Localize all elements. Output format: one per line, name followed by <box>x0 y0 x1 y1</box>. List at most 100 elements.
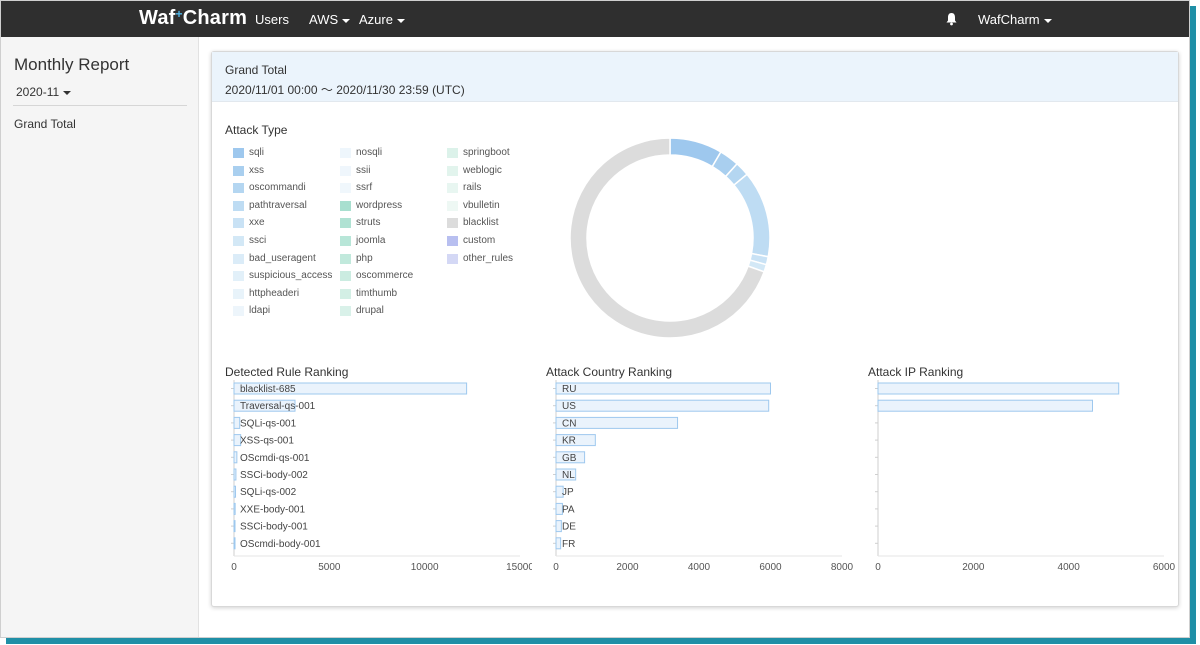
sidebar-title: Monthly Report <box>14 55 130 74</box>
nav-azure-label: Azure <box>359 12 393 27</box>
bar-label: Traversal-qs-001 <box>240 401 316 412</box>
legend-label: nosqli <box>356 147 383 158</box>
legend-label: custom <box>463 235 496 246</box>
bar[interactable] <box>555 485 564 498</box>
rule-ranking-chart: blacklist-685 Traversal-qs-001 SQLi-qs-001… <box>231 380 532 573</box>
sidebar-divider <box>13 105 187 106</box>
legend-swatch <box>447 236 458 246</box>
bar[interactable] <box>555 434 596 447</box>
donut-slice-blacklist[interactable] <box>569 138 766 338</box>
bar-label: NL <box>562 470 575 481</box>
legend-swatch <box>447 218 458 229</box>
date-range: 2020/11/01 00:00 〜 2020/11/30 23:59 (UTC… <box>225 83 465 97</box>
legend-label: joomla <box>356 235 386 246</box>
legend-swatch <box>340 253 351 264</box>
bar[interactable] <box>555 451 586 464</box>
bar-label: SSCi-body-002 <box>240 470 308 481</box>
bell-icon[interactable] <box>945 12 958 26</box>
x-tick-label: 0 <box>875 562 881 573</box>
legend-label: oscommandi <box>249 182 306 194</box>
nav-users[interactable]: Users <box>255 12 289 27</box>
bar[interactable] <box>555 416 679 429</box>
caret-down-icon <box>396 18 405 23</box>
legend-swatch <box>233 148 244 158</box>
bar[interactable] <box>233 502 236 515</box>
bar[interactable] <box>233 434 242 447</box>
nav-azure[interactable]: Azure <box>359 12 405 27</box>
nav-aws-label: AWS <box>309 12 339 27</box>
bar-label: KR <box>562 436 576 447</box>
legend-swatch <box>340 165 351 176</box>
month-select-value: 2020-11 <box>16 85 60 99</box>
rule-ranking-title: Detected Rule Ranking <box>225 365 349 379</box>
sidebar-item-grand-total[interactable]: Grand Total <box>14 117 76 131</box>
brand-logo[interactable]: Waf+Charm <box>139 7 247 30</box>
card-header: Grand Total 2020/11/01 00:00 〜 2020/11/3… <box>212 52 1178 102</box>
x-tick-label: 6000 <box>1153 562 1176 573</box>
legend-label: vbulletin <box>463 199 500 211</box>
ip-ranking-title: Attack IP Ranking <box>868 365 964 379</box>
brand-tail: Charm <box>182 7 248 29</box>
top-navbar: Waf+Charm Users AWS Azure WafCharm <box>1 1 1189 37</box>
legend-swatch <box>340 271 351 282</box>
legend-swatch <box>233 253 244 264</box>
bar[interactable] <box>555 502 563 515</box>
legend-label: timthumb <box>356 287 398 299</box>
bar-label: blacklist-685 <box>240 384 296 395</box>
legend-swatch <box>340 148 351 158</box>
x-tick-label: 15000 <box>506 562 532 573</box>
bar[interactable] <box>233 520 236 533</box>
bar[interactable] <box>555 382 771 395</box>
bar[interactable] <box>877 382 1120 395</box>
bar[interactable] <box>233 399 296 412</box>
legend-label: ssrf <box>356 182 373 194</box>
legend-label: httpheaderi <box>249 287 300 299</box>
legend-swatch <box>233 200 244 211</box>
legend-label: xxe <box>249 217 265 229</box>
nav-aws[interactable]: AWS <box>309 12 351 27</box>
x-tick-label: 8000 <box>831 562 854 573</box>
bar-label: PA <box>562 504 575 515</box>
bar-label: RU <box>562 384 576 395</box>
bar-label: DE <box>562 522 576 533</box>
bar[interactable] <box>233 382 468 395</box>
legend-swatch <box>340 200 351 211</box>
report-card: Grand Total 2020/11/01 00:00 〜 2020/11/3… <box>211 51 1179 607</box>
bar-label: CN <box>562 418 576 429</box>
bar[interactable] <box>555 399 770 412</box>
legend-label: blacklist <box>463 217 499 229</box>
bar[interactable] <box>555 468 577 481</box>
month-select[interactable]: 2020-11 <box>16 85 72 99</box>
legend-label: oscommerce <box>356 270 414 282</box>
legend-label: ldapi <box>249 305 271 317</box>
caret-down-icon <box>342 18 351 23</box>
legend-swatch <box>340 236 351 246</box>
donut-slice-sqli[interactable] <box>669 138 722 168</box>
account-menu[interactable]: WafCharm <box>978 12 1052 27</box>
bar[interactable] <box>233 416 241 429</box>
legend-swatch <box>447 148 458 158</box>
bar-label: US <box>562 401 576 412</box>
bar[interactable] <box>233 451 238 464</box>
country-ranking-chart: RU US CN KR GB NL JP PA DE FR 0 2000 4000 6000 8000 <box>553 380 854 573</box>
caret-down-icon <box>1043 18 1052 23</box>
bar[interactable] <box>233 485 237 498</box>
country-ranking-title: Attack Country Ranking <box>546 365 673 379</box>
bar[interactable] <box>877 399 1093 412</box>
attack-type-donut-chart <box>569 138 771 338</box>
card-title: Grand Total <box>225 63 287 77</box>
bar[interactable] <box>555 520 562 533</box>
bar-label: SQLi-qs-001 <box>240 418 297 429</box>
legend-swatch <box>447 165 458 176</box>
bar[interactable] <box>555 537 562 550</box>
legend-label: suspicious_access <box>249 270 333 282</box>
legend-label: php <box>356 252 373 264</box>
legend-swatch <box>233 236 244 246</box>
donut-slice-pathtraversal[interactable] <box>732 173 771 258</box>
bar[interactable] <box>233 537 236 550</box>
bar-label: GB <box>562 453 577 464</box>
x-tick-label: 0 <box>553 562 559 573</box>
legend-label: wordpress <box>356 199 403 211</box>
bar[interactable] <box>233 468 237 481</box>
